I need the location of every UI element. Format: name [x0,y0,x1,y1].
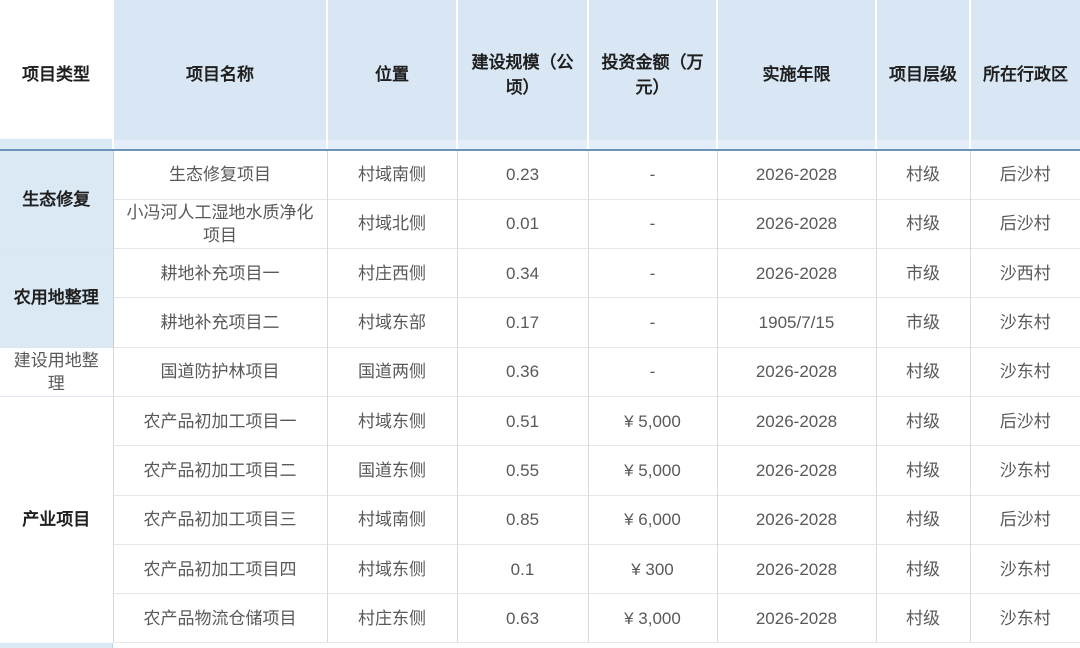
district-cell: 沙东村 [969,346,1080,397]
level-cell: 村级 [875,346,970,397]
investment-cell: ¥ 3,000 [587,593,717,644]
period-cell: 1905/7/15 [716,297,876,348]
table-row: 生态修复 生态修复项目 村域南侧 0.23-2026-2028 村级 后沙村 [0,149,1080,249]
table-row: 耕地补充项目二 村域东部 0.17-1905/7/15 市级 沙东村 [0,297,1080,348]
column-header-project-type: 项目类型 [0,0,113,151]
table-header: 项目类型 项目名称 位置 建设规模（公顷） 投资金额（万元） 实施年限 项目层级 所在行政区 [0,0,1080,151]
header-row: 项目类型 项目名称 位置 建设规模（公顷） 投资金额（万元） 实施年限 项目层级 所在行政区 [0,0,1080,151]
location-cell: 村域东部 [326,297,457,348]
column-header-investment: 投资金额（万元） [587,0,717,151]
level-cell: 市级 [875,297,970,348]
scale-cell: 0.85 [456,494,588,545]
investment-cell: - [587,346,717,397]
investment-cell: - [587,149,717,200]
investment-cell: - [587,248,717,298]
table-row: 建设用地整理 国道防护林项目 国道两侧 0.36-2026-2028 村级 沙东村 [0,346,1080,397]
level-cell: 村级 [875,445,970,496]
location-cell: 国道两侧 [326,346,457,397]
scale-cell: 0.17 [456,297,588,348]
district-cell: 后沙村 [969,149,1080,200]
table-row: 农产品物流仓储项目 村庄东侧 0.63 ¥ 3,000 2026-2028 村级 沙东村 [0,593,1080,644]
table-row: 农产品初加工项目二 国道东侧 0.55 ¥ 5,000 2026-2028 村级 沙东村 [0,445,1080,496]
level-cell: 村级 [875,149,970,200]
project-name-cell: 农产品物流仓储项目 [112,593,327,644]
period-cell: 2026-2028 [716,248,876,298]
location-cell: 村庄东侧 [326,593,457,644]
table-row: 小冯河人工湿地水质净化项目 村域北侧 0.01-2026-2028 村级 后沙村 [0,198,1080,249]
period-cell: 2026-2028 [716,346,876,397]
group-cell-project-type: 生态修复 [0,149,114,249]
scale-cell: 0.63 [456,593,588,644]
project-name-cell: 农产品初加工项目三 [112,494,327,545]
district-cell: 沙东村 [969,297,1080,348]
column-header-scale: 建设规模（公顷） [456,0,588,151]
scale-cell: 0.23 [456,149,588,200]
period-cell: 2026-2028 [716,445,876,496]
location-cell: 村域北侧 [326,198,457,249]
project-name-cell: 耕地补充项目二 [112,297,327,348]
location-cell: 国道东侧 [326,445,457,496]
district-cell: 后沙村 [969,395,1080,446]
investment-cell: - [587,297,717,348]
level-cell: 村级 [875,494,970,545]
column-header-location: 位置 [326,0,457,151]
level-cell: 村级 [875,543,970,594]
level-cell: 村级 [875,198,970,249]
scale-cell: 0.34 [456,248,588,298]
project-name-cell: 耕地补充项目一 [112,248,327,298]
location-cell: 村域南侧 [326,149,457,200]
district-cell: 沙东村 [969,593,1080,644]
investment-cell: ¥ 5,000 [587,445,717,496]
group-cell-project-type: 农用地整理 [0,248,114,348]
table-body: 生态修复 生态修复项目 村域南侧 0.23-2026-2028 村级 后沙村 小冯河人工湿地… [0,149,1080,644]
district-cell: 沙西村 [969,248,1080,298]
next-row-peek [0,643,1080,648]
investment-cell: ¥ 6,000 [587,494,717,545]
scale-cell: 0.55 [456,445,588,496]
level-cell: 村级 [875,395,970,446]
district-cell: 后沙村 [969,494,1080,545]
next-group-cell-peek [0,643,113,648]
location-cell: 村域南侧 [326,494,457,545]
period-cell: 2026-2028 [716,198,876,249]
project-name-cell: 国道防护林项目 [112,346,327,397]
period-cell: 2026-2028 [716,395,876,446]
project-name-cell: 农产品初加工项目二 [112,445,327,496]
project-name-cell: 农产品初加工项目四 [112,543,327,594]
table-row: 产业项目 农产品初加工项目一 村域东侧 0.51 ¥ 5,000 2026-2028 村级后… [0,395,1080,643]
investment-cell: - [587,198,717,249]
district-cell: 沙东村 [969,445,1080,496]
column-header-district: 所在行政区 [969,0,1080,151]
period-cell: 2026-2028 [716,593,876,644]
period-cell: 2026-2028 [716,149,876,200]
district-cell: 后沙村 [969,198,1080,249]
table-row: 农产品初加工项目三 村域南侧 0.85 ¥ 6,000 2026-2028 村级 后沙村 [0,494,1080,545]
table-row: 农产品初加工项目四 村域东侧 0.1 ¥ 300 2026-2028 村级 沙东村 [0,543,1080,594]
level-cell: 市级 [875,248,970,298]
scale-cell: 0.36 [456,346,588,397]
project-name-cell: 生态修复项目 [112,149,327,200]
column-header-project-name: 项目名称 [112,0,327,151]
period-cell: 2026-2028 [716,543,876,594]
group-cell-project-type: 产业项目 [0,395,113,643]
location-cell: 村庄西侧 [326,248,457,298]
group-cell-project-type: 建设用地整理 [0,346,113,397]
table-row: 农用地整理 耕地补充项目一 村庄西侧 0.34-2026-2028 市级 沙西村 [0,248,1080,348]
period-cell: 2026-2028 [716,494,876,545]
location-cell: 村域东侧 [326,395,457,446]
column-header-level: 项目层级 [875,0,970,151]
project-name-cell: 小冯河人工湿地水质净化项目 [112,198,327,249]
level-cell: 村级 [875,593,970,644]
location-cell: 村域东侧 [326,543,457,594]
investment-cell: ¥ 300 [587,543,717,594]
scale-cell: 0.1 [456,543,588,594]
investment-cell: ¥ 5,000 [587,395,717,446]
scale-cell: 0.51 [456,395,588,446]
district-cell: 沙东村 [969,543,1080,594]
column-header-period: 实施年限 [716,0,876,151]
project-name-cell: 农产品初加工项目一 [112,395,327,446]
scale-cell: 0.01 [456,198,588,249]
